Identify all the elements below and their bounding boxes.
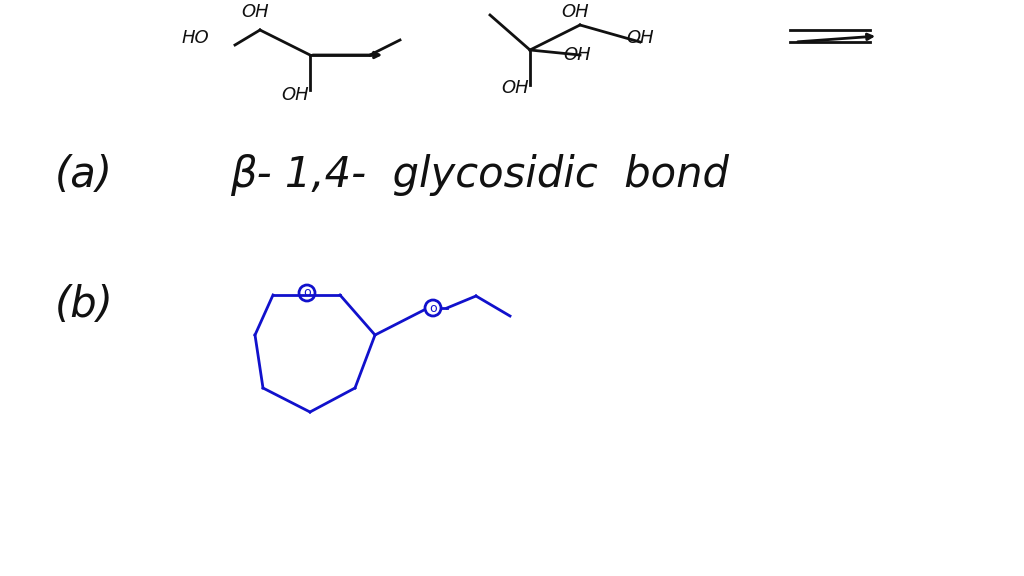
Text: HO: HO xyxy=(181,29,209,47)
Text: OH: OH xyxy=(627,29,653,47)
Text: o: o xyxy=(303,286,311,300)
Text: OH: OH xyxy=(501,79,528,97)
Text: OH: OH xyxy=(242,3,269,21)
Text: (b): (b) xyxy=(55,284,114,326)
Text: β- 1,4-  glycosidic  bond: β- 1,4- glycosidic bond xyxy=(230,154,729,196)
Text: OH: OH xyxy=(563,46,591,64)
Text: (a): (a) xyxy=(55,154,113,196)
Text: OH: OH xyxy=(282,86,309,104)
Text: OH: OH xyxy=(561,3,589,21)
Text: o: o xyxy=(429,301,437,314)
